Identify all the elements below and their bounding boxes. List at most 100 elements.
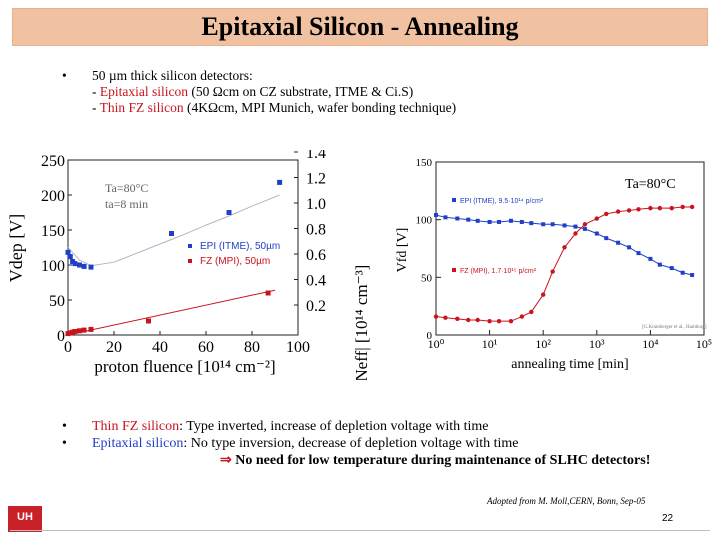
- epi-data-point: [88, 264, 94, 270]
- y-tick-label: 50: [49, 293, 65, 310]
- epi-data-point: [669, 266, 674, 271]
- epi-data-point: [277, 179, 283, 185]
- epi-data-point: [636, 251, 641, 256]
- epi-data-point: [582, 226, 587, 231]
- plot-frame: [67, 159, 299, 336]
- x-axis-label: annealing time [min]: [511, 357, 628, 372]
- fz-conclusion: : Type inverted, increase of depletion v…: [179, 419, 489, 434]
- fz-data-point: [466, 317, 471, 323]
- fz-data-point: [680, 204, 685, 210]
- fz-data-point: [475, 317, 480, 323]
- fit-line-fz: [67, 289, 276, 336]
- fz-data-point: [81, 327, 87, 333]
- epi-data-point: [434, 213, 438, 218]
- epi-data-point: [573, 224, 578, 229]
- y-tick-label: 50: [421, 272, 433, 284]
- fz-data-point: [582, 222, 588, 227]
- fz-data-point: [508, 318, 514, 324]
- final-conclusion: ⇒ No need for low temperature during mai…: [60, 452, 710, 469]
- citation-note: [G.Kramberger et al., Hamburg]: [642, 325, 707, 330]
- epi-term: Epitaxial silicon: [92, 436, 184, 451]
- legend-marker: [188, 244, 192, 248]
- conclusion-row-2: • Epitaxial silicon: No type inversion, …: [60, 435, 710, 452]
- x-tick-label: 10⁴: [642, 337, 658, 351]
- epi-data-point: [519, 219, 524, 224]
- x-tick-label: 10⁵: [696, 337, 712, 351]
- epi-data-point: [466, 217, 471, 222]
- fz-data-point: [88, 326, 94, 332]
- fz-desc: (4KΩcm, MPI Munich, wafer bonding techni…: [183, 100, 457, 115]
- epi-data-point: [497, 219, 502, 224]
- fz-data-point: [487, 318, 492, 324]
- epi-data-point: [690, 273, 695, 278]
- y2-tick-label: 1.0: [306, 196, 326, 213]
- fz-data-point: [72, 329, 78, 334]
- intro-row-3: - Thin FZ silicon (4KΩcm, MPI Munich, wa…: [60, 100, 700, 116]
- y-tick-label: 0: [57, 328, 65, 345]
- x-tick-label: 10³: [589, 337, 605, 351]
- epi-data-point: [648, 256, 653, 261]
- fluence-chart: Vdep [V] |Neff| [10¹⁴ cm⁻³] proton fluen…: [6, 150, 371, 380]
- fz-term: Thin FZ silicon: [92, 419, 180, 434]
- intro-bullets: • 50 µm thick silicon detectors: - Epita…: [60, 68, 700, 116]
- y-axis-label: Vfd [V]: [395, 228, 410, 273]
- y-tick-label: 150: [41, 223, 65, 240]
- plot-frame: [435, 161, 705, 336]
- fz-data-point: [657, 205, 663, 211]
- epi-data-point: [680, 270, 685, 275]
- fz-data-point: [604, 211, 609, 217]
- title-bar: Epitaxial Silicon - Annealing: [12, 8, 708, 46]
- epi-data-point: [455, 216, 460, 221]
- x-tick-label: 100: [286, 339, 310, 356]
- fz-data-point: [573, 231, 578, 236]
- annealing-chart: Vfd [V] annealing time [min] Ta=80°C [G.…: [395, 157, 712, 372]
- dash: -: [92, 84, 100, 99]
- epi-data-point: [226, 210, 232, 215]
- implies-icon: ⇒: [220, 453, 232, 468]
- fz-data-point: [519, 314, 525, 319]
- fz-data-point: [562, 245, 567, 250]
- fz-data-point: [146, 318, 151, 324]
- fz-data-point: [496, 318, 502, 324]
- y2-tick-label: 0.6: [306, 247, 326, 264]
- y-tick-label: 100: [41, 258, 65, 275]
- epi-data-point: [65, 249, 71, 255]
- epi-data-point: [627, 245, 632, 250]
- legend-marker: [188, 259, 192, 263]
- epi-data-point: [443, 215, 448, 220]
- y2-axis-label: |Neff| [10¹⁴ cm⁻³]: [352, 265, 371, 380]
- legend-label: FZ (MPI), 1.7·10¹⁵ p/cm²: [460, 268, 537, 275]
- annotation-temp: Ta=80°C: [105, 181, 148, 195]
- epi-data-point: [169, 231, 174, 236]
- epi-label: Epitaxial silicon: [99, 84, 188, 99]
- x-tick-label: 40: [152, 339, 168, 356]
- legend-marker: [452, 268, 456, 272]
- fz-data-point: [615, 209, 621, 214]
- x-tick-label: 60: [198, 339, 214, 356]
- fz-data-point: [636, 207, 641, 212]
- y-axis-label: Vdep [V]: [6, 214, 26, 282]
- epi-data-point: [550, 222, 555, 227]
- fz-data-point: [443, 315, 448, 320]
- bullet-dot: •: [62, 419, 67, 434]
- dash: -: [92, 100, 100, 115]
- intro-row-2: - Epitaxial silicon (50 Ωcm on CZ substr…: [60, 84, 700, 100]
- logo-text: UH: [17, 511, 33, 523]
- conclusion-bullets: • Thin FZ silicon: Type inverted, increa…: [60, 418, 710, 469]
- conclusion-row-1: • Thin FZ silicon: Type inverted, increa…: [60, 418, 710, 435]
- y2-tick-label: 0.2: [306, 298, 326, 315]
- annotation-time: ta=8 min: [105, 197, 148, 211]
- fz-data-point: [594, 216, 599, 221]
- y2-tick-label: 0.4: [306, 273, 326, 290]
- annotation-temp: Ta=80°C: [625, 177, 676, 192]
- source-credit: Adopted from M. Moll,CERN, Bonn, Sep-05: [487, 496, 646, 506]
- page-title: Epitaxial Silicon - Annealing: [201, 12, 519, 41]
- epi-data-point: [72, 261, 78, 267]
- y2-tick-label: 0.8: [306, 222, 326, 239]
- fz-data-point: [669, 205, 674, 211]
- fz-data-point: [689, 204, 695, 210]
- y2-tick-label: 1.2: [306, 171, 326, 188]
- bullet-dot: •: [62, 436, 67, 451]
- epi-desc: (50 Ωcm on CZ substrate, ITME & Ci.S): [187, 84, 414, 99]
- fz-data-point: [626, 208, 632, 213]
